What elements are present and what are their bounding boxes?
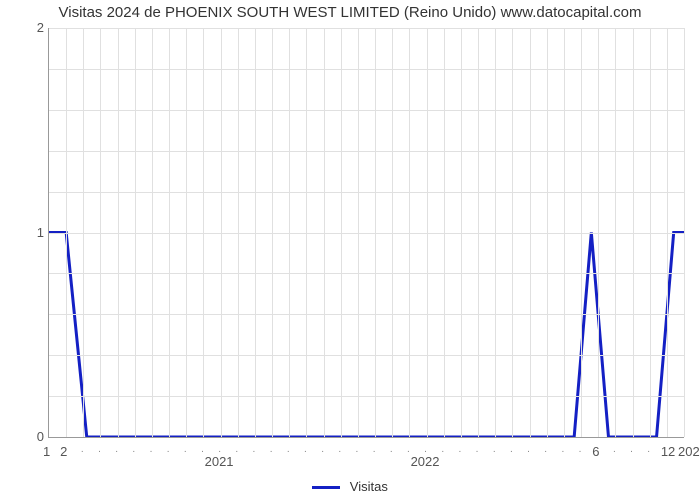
v-gridline bbox=[530, 28, 531, 437]
h-gridline bbox=[49, 28, 684, 29]
v-gridline bbox=[409, 28, 410, 437]
chart-title: Visitas 2024 de PHOENIX SOUTH WEST LIMIT… bbox=[0, 4, 700, 21]
x-minor-tick: . bbox=[407, 444, 410, 455]
x-minor-tick: . bbox=[373, 444, 376, 455]
v-gridline bbox=[495, 28, 496, 437]
legend-label: Visitas bbox=[350, 479, 388, 494]
h-gridline bbox=[49, 314, 684, 315]
y-tick-label: 2 bbox=[30, 20, 44, 35]
x-minor-tick: . bbox=[338, 444, 341, 455]
v-gridline bbox=[375, 28, 376, 437]
x-minor-tick: . bbox=[459, 444, 462, 455]
x-minor-tick: . bbox=[647, 444, 650, 455]
v-gridline bbox=[83, 28, 84, 437]
x-minor-tick: . bbox=[253, 444, 256, 455]
v-gridline bbox=[221, 28, 222, 437]
x-minor-tick: . bbox=[81, 444, 84, 455]
x-minor-tick: . bbox=[184, 444, 187, 455]
x-minor-tick: . bbox=[98, 444, 101, 455]
x-tick-label: 6 bbox=[592, 444, 599, 459]
v-gridline bbox=[615, 28, 616, 437]
v-gridline bbox=[255, 28, 256, 437]
x-minor-tick: . bbox=[150, 444, 153, 455]
x-minor-tick: . bbox=[132, 444, 135, 455]
x-minor-tick: . bbox=[201, 444, 204, 455]
v-gridline bbox=[169, 28, 170, 437]
x-minor-tick: . bbox=[527, 444, 530, 455]
x-minor-tick: . bbox=[493, 444, 496, 455]
h-gridline bbox=[49, 110, 684, 111]
v-gridline bbox=[289, 28, 290, 437]
x-minor-tick: . bbox=[390, 444, 393, 455]
v-gridline bbox=[461, 28, 462, 437]
x-minor-tick: . bbox=[579, 444, 582, 455]
plot-area bbox=[48, 28, 684, 438]
x-minor-tick: . bbox=[287, 444, 290, 455]
v-gridline bbox=[238, 28, 239, 437]
v-gridline bbox=[100, 28, 101, 437]
v-gridline bbox=[272, 28, 273, 437]
h-gridline bbox=[49, 69, 684, 70]
x-minor-tick: . bbox=[235, 444, 238, 455]
legend-swatch bbox=[312, 486, 340, 489]
x-year-label: 2022 bbox=[411, 454, 440, 469]
x-minor-tick: . bbox=[424, 444, 427, 455]
x-minor-tick: . bbox=[115, 444, 118, 455]
h-gridline bbox=[49, 396, 684, 397]
v-gridline bbox=[512, 28, 513, 437]
v-gridline bbox=[306, 28, 307, 437]
v-gridline bbox=[203, 28, 204, 437]
v-gridline bbox=[66, 28, 67, 437]
y-tick-label: 1 bbox=[30, 225, 44, 240]
v-gridline bbox=[135, 28, 136, 437]
v-gridline bbox=[324, 28, 325, 437]
y-tick-label: 0 bbox=[30, 429, 44, 444]
x-minor-tick: . bbox=[356, 444, 359, 455]
h-gridline bbox=[49, 273, 684, 274]
x-minor-tick: . bbox=[476, 444, 479, 455]
h-gridline bbox=[49, 192, 684, 193]
v-gridline bbox=[152, 28, 153, 437]
v-gridline bbox=[650, 28, 651, 437]
v-gridline bbox=[564, 28, 565, 437]
v-gridline bbox=[667, 28, 668, 437]
x-minor-tick: . bbox=[270, 444, 273, 455]
v-gridline bbox=[598, 28, 599, 437]
x-tick-label: 2 bbox=[60, 444, 67, 459]
v-gridline bbox=[547, 28, 548, 437]
x-minor-tick: . bbox=[304, 444, 307, 455]
x-minor-tick: . bbox=[218, 444, 221, 455]
x-minor-tick: . bbox=[544, 444, 547, 455]
x-minor-tick: . bbox=[630, 444, 633, 455]
v-gridline bbox=[444, 28, 445, 437]
x-minor-tick: . bbox=[441, 444, 444, 455]
x-minor-tick: . bbox=[510, 444, 513, 455]
chart-container: Visitas 2024 de PHOENIX SOUTH WEST LIMIT… bbox=[0, 0, 700, 500]
v-gridline bbox=[581, 28, 582, 437]
x-minor-tick: . bbox=[561, 444, 564, 455]
x-tick-label: 202 bbox=[678, 444, 700, 459]
v-gridline bbox=[118, 28, 119, 437]
v-gridline bbox=[392, 28, 393, 437]
v-gridline bbox=[186, 28, 187, 437]
v-gridline bbox=[341, 28, 342, 437]
v-gridline bbox=[358, 28, 359, 437]
x-tick-label: 1 bbox=[43, 444, 50, 459]
h-gridline bbox=[49, 355, 684, 356]
legend: Visitas bbox=[0, 479, 700, 494]
v-gridline bbox=[684, 28, 685, 437]
v-gridline bbox=[478, 28, 479, 437]
v-gridline bbox=[633, 28, 634, 437]
x-tick-label: 12 bbox=[661, 444, 675, 459]
x-minor-tick: . bbox=[167, 444, 170, 455]
x-minor-tick: . bbox=[321, 444, 324, 455]
x-minor-tick: . bbox=[613, 444, 616, 455]
h-gridline bbox=[49, 151, 684, 152]
h-gridline bbox=[49, 233, 684, 234]
x-year-label: 2021 bbox=[205, 454, 234, 469]
v-gridline bbox=[427, 28, 428, 437]
